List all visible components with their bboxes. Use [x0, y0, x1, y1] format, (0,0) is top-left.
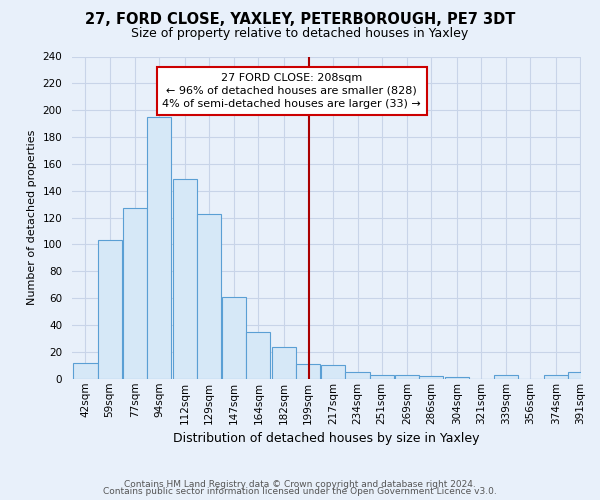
- Text: 27, FORD CLOSE, YAXLEY, PETERBOROUGH, PE7 3DT: 27, FORD CLOSE, YAXLEY, PETERBOROUGH, PE…: [85, 12, 515, 28]
- Bar: [246, 332, 271, 379]
- Bar: [272, 346, 296, 379]
- Bar: [296, 364, 320, 379]
- Bar: [419, 376, 443, 379]
- Bar: [445, 378, 469, 379]
- Bar: [346, 372, 370, 379]
- Bar: [494, 374, 518, 379]
- Bar: [395, 374, 419, 379]
- Bar: [173, 178, 197, 379]
- Bar: [322, 366, 346, 379]
- Text: 27 FORD CLOSE: 208sqm
← 96% of detached houses are smaller (828)
4% of semi-deta: 27 FORD CLOSE: 208sqm ← 96% of detached …: [162, 72, 421, 109]
- Bar: [197, 214, 221, 379]
- Bar: [73, 362, 98, 379]
- Text: Contains public sector information licensed under the Open Government Licence v3: Contains public sector information licen…: [103, 487, 497, 496]
- X-axis label: Distribution of detached houses by size in Yaxley: Distribution of detached houses by size …: [173, 432, 479, 445]
- Bar: [147, 117, 171, 379]
- Bar: [568, 372, 592, 379]
- Bar: [222, 297, 246, 379]
- Bar: [370, 374, 394, 379]
- Bar: [544, 374, 568, 379]
- Bar: [123, 208, 147, 379]
- Y-axis label: Number of detached properties: Number of detached properties: [27, 130, 37, 306]
- Bar: [98, 240, 122, 379]
- Text: Size of property relative to detached houses in Yaxley: Size of property relative to detached ho…: [131, 28, 469, 40]
- Text: Contains HM Land Registry data © Crown copyright and database right 2024.: Contains HM Land Registry data © Crown c…: [124, 480, 476, 489]
